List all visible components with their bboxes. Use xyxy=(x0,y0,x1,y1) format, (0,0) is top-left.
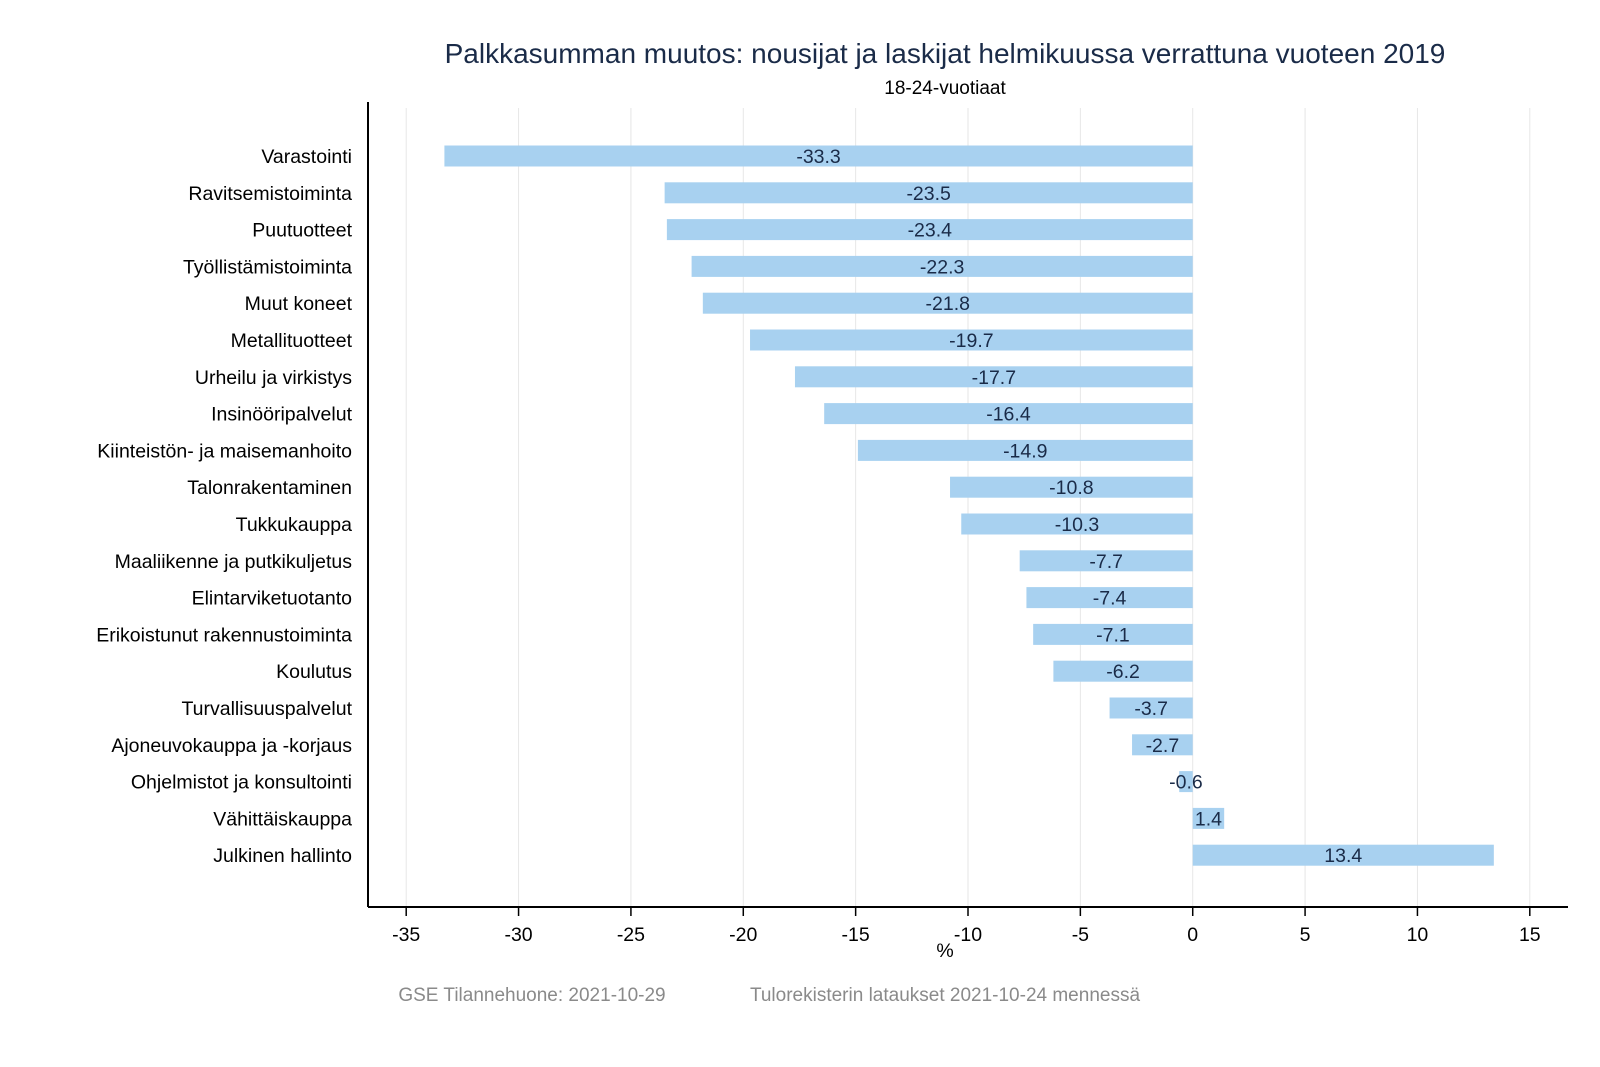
bars xyxy=(444,145,1494,866)
chart-title: Palkkasumman muutos: nousijat ja laskija… xyxy=(445,38,1446,69)
category-label: Ajoneuvokauppa ja -korjaus xyxy=(111,735,352,757)
chart-subtitle: 18-24-vuotiaat xyxy=(884,78,1006,99)
x-tick-label: -25 xyxy=(617,924,645,946)
bar-value-label: -6.2 xyxy=(1106,661,1140,683)
bar-value-label: -16.4 xyxy=(986,404,1031,426)
bar-value-label: -22.3 xyxy=(920,256,964,278)
bar xyxy=(1109,697,1193,719)
category-label: Vähittäiskauppa xyxy=(213,808,352,830)
bar-value-label: -3.7 xyxy=(1134,698,1168,720)
bar xyxy=(702,292,1193,314)
category-label: Kiinteistön- ja maisemanhoito xyxy=(97,440,352,462)
category-label: Turvallisuuspalvelut xyxy=(181,698,352,720)
bar-value-label: -33.3 xyxy=(796,146,840,168)
bar-value-label: 13.4 xyxy=(1324,845,1362,867)
category-label: Erikoistunut rakennustoiminta xyxy=(96,624,352,646)
bar-value-label: -19.7 xyxy=(949,330,993,352)
x-tick-label: -10 xyxy=(954,924,982,946)
bar xyxy=(444,145,1193,167)
bar xyxy=(1192,844,1494,866)
bar xyxy=(961,513,1193,535)
category-label: Puutuotteet xyxy=(252,220,352,242)
category-label: Talonrakentaminen xyxy=(187,477,352,499)
x-tick-label: 15 xyxy=(1519,924,1541,946)
x-tick-label: 5 xyxy=(1300,924,1311,946)
category-label: Muut koneet xyxy=(245,293,353,315)
bar xyxy=(1192,807,1225,829)
category-label: Metallituotteet xyxy=(231,330,353,352)
category-labels: Varastointi Ravitsemistoiminta Puutuotteet… xyxy=(96,146,352,867)
x-ticks: -35 -30 -25 -20 -15 -10 -5 0 5 10 15 xyxy=(392,907,1541,946)
x-tick-label: -20 xyxy=(729,924,757,946)
bar xyxy=(691,255,1193,277)
category-label: Koulutus xyxy=(276,661,352,683)
category-label: Julkinen hallinto xyxy=(213,845,352,867)
bar-value-label: -7.4 xyxy=(1093,588,1127,610)
bar-value-label: -21.8 xyxy=(926,293,970,315)
x-tick-label: 10 xyxy=(1407,924,1429,946)
x-tick-label: -35 xyxy=(392,924,420,946)
bar xyxy=(1019,550,1193,572)
bar-value-label: -7.1 xyxy=(1096,624,1130,646)
bar xyxy=(794,366,1193,388)
x-axis-label: % xyxy=(936,940,953,962)
category-label: Varastointi xyxy=(261,146,352,168)
bar xyxy=(750,329,1193,351)
bar xyxy=(1026,587,1193,609)
bar-labels: -33.3 -23.5 -23.4 -22.3 -21.8 -19.7 -17.7 -16.4… xyxy=(796,146,1362,867)
bar xyxy=(664,182,1193,204)
category-label: Elintarviketuotanto xyxy=(192,588,353,610)
bar xyxy=(1053,660,1193,682)
footer-source: GSE Tilannehuone: 2021-10-29 xyxy=(398,985,665,1006)
x-tick-label: 0 xyxy=(1187,924,1198,946)
bar-value-label: -23.4 xyxy=(908,220,953,242)
category-label: Maaliikenne ja putkikuljetus xyxy=(115,551,353,573)
gridlines xyxy=(405,108,1531,907)
bar-value-label: -7.7 xyxy=(1089,551,1123,573)
bar xyxy=(824,403,1193,425)
bar-value-label: -17.7 xyxy=(972,367,1016,389)
category-label: Insinööripalvelut xyxy=(211,404,353,426)
bar xyxy=(666,219,1193,241)
category-label: Työllistämistoiminta xyxy=(183,256,352,278)
bar-value-label: -0.6 xyxy=(1169,772,1203,794)
bar xyxy=(950,476,1193,498)
category-label: Ohjelmistot ja konsultointi xyxy=(131,772,352,794)
bar-value-label: -10.8 xyxy=(1049,477,1093,499)
bar-value-label: -10.3 xyxy=(1055,514,1099,536)
category-label: Ravitsemistoiminta xyxy=(188,183,352,205)
bar-value-label: 1.4 xyxy=(1195,808,1222,830)
x-tick-label: -5 xyxy=(1072,924,1089,946)
x-tick-label: -30 xyxy=(504,924,532,946)
bar xyxy=(1179,771,1193,793)
bar xyxy=(1033,623,1193,645)
bar-value-label: -23.5 xyxy=(906,183,951,205)
bar-value-label: -14.9 xyxy=(1003,440,1047,462)
bar-value-label: -2.7 xyxy=(1146,735,1180,757)
category-label: Urheilu ja virkistys xyxy=(195,367,352,389)
bar xyxy=(1132,734,1193,756)
footer-note: Tulorekisterin lataukset 2021-10-24 menn… xyxy=(750,985,1140,1006)
category-label: Tukkukauppa xyxy=(236,514,353,536)
x-tick-label: -15 xyxy=(842,924,870,946)
bar xyxy=(857,439,1193,461)
